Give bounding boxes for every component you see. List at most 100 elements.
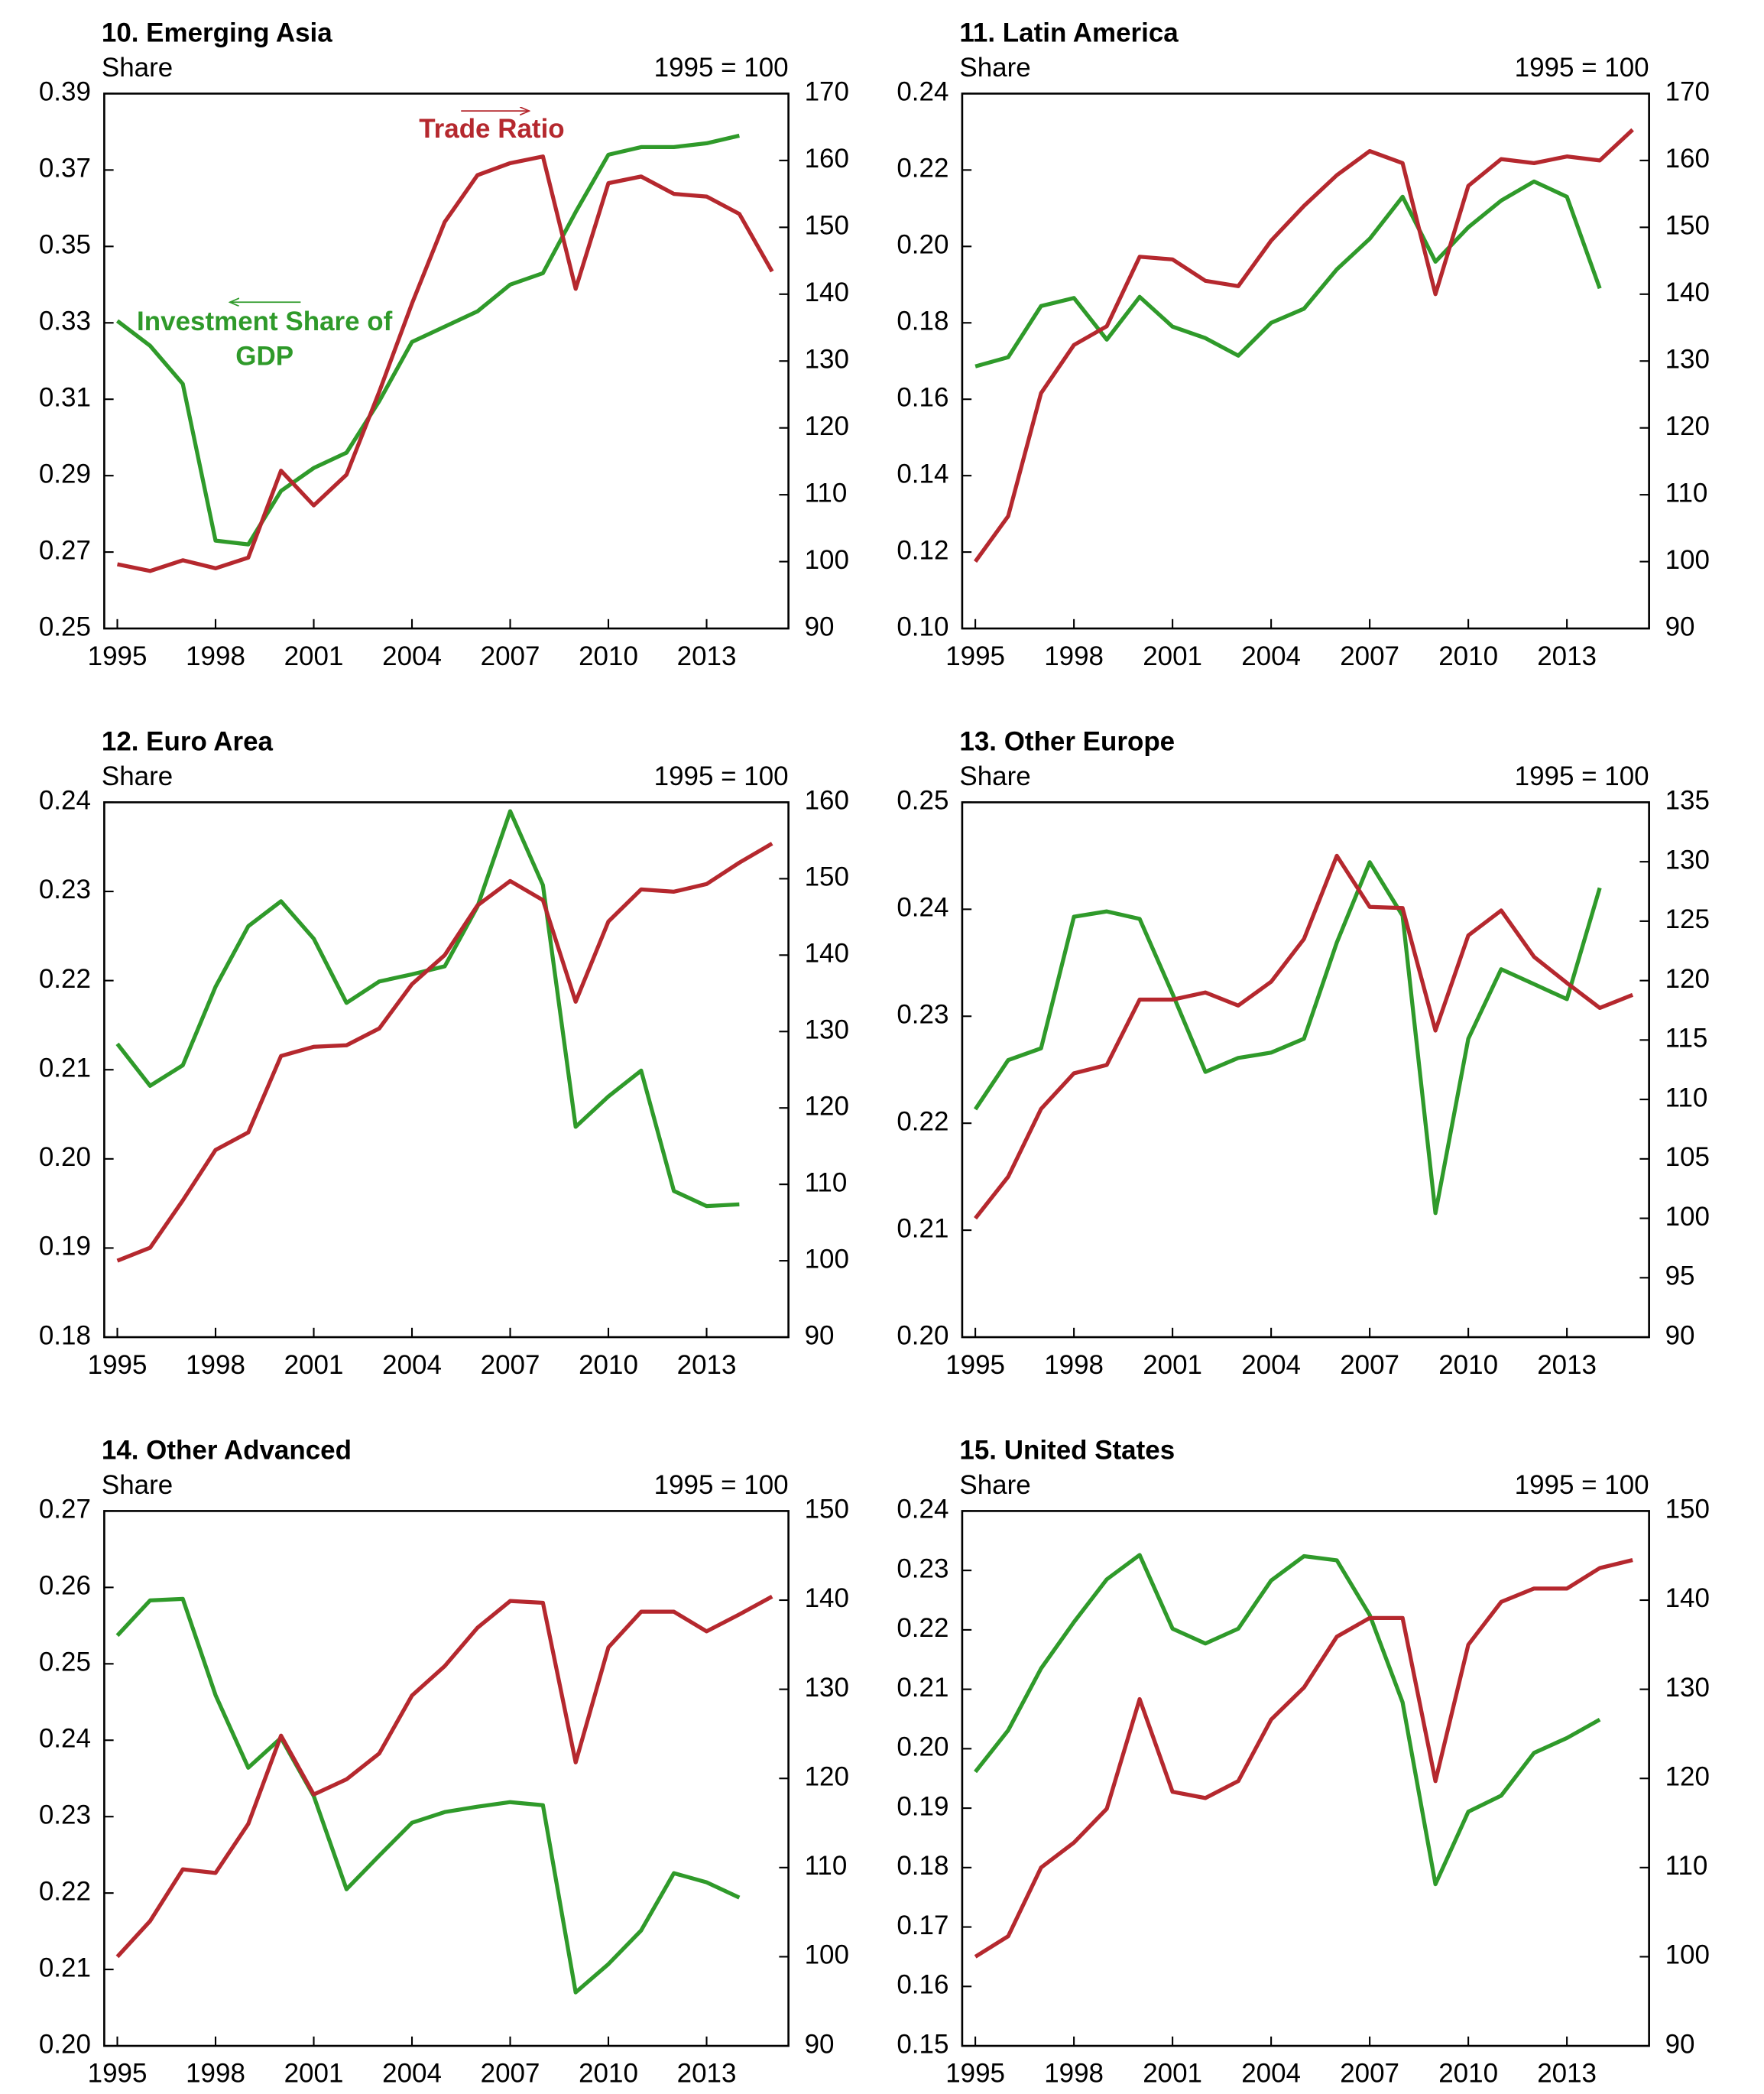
- x-tick-label: 1995: [945, 2059, 1005, 2089]
- chart-title: 13. Other Europe: [959, 727, 1175, 757]
- y2-tick-label: 160: [805, 786, 849, 816]
- y2-tick-label: 100: [1665, 545, 1710, 575]
- y-tick-label: 0.23: [897, 1553, 948, 1583]
- series-line: [974, 179, 1602, 368]
- x-tick-label: 2010: [579, 641, 638, 671]
- x-tick-label: 2013: [1537, 641, 1597, 671]
- y-tick-label: 0.23: [39, 1800, 91, 1829]
- y-axis-label: Share: [959, 761, 1030, 791]
- y-tick-label: 0.25: [897, 786, 948, 816]
- y-axis-label: Share: [102, 1470, 173, 1500]
- y-tick-label: 0.24: [39, 786, 91, 816]
- x-tick-label: 1998: [1044, 641, 1104, 671]
- y-tick-label: 0.16: [897, 382, 948, 412]
- series-line: [116, 154, 774, 573]
- y2-tick-label: 150: [1665, 1495, 1710, 1524]
- y-tick-label: 0.21: [897, 1673, 948, 1703]
- y2-tick-label: 150: [1665, 211, 1710, 241]
- x-tick-label: 2001: [284, 2059, 344, 2089]
- series-line: [115, 1595, 773, 1959]
- x-tick-label: 2013: [677, 2059, 737, 2089]
- y-tick-label: 0.33: [39, 306, 91, 336]
- x-tick-label: 2004: [1241, 2059, 1301, 2089]
- x-tick-label: 1998: [186, 641, 245, 671]
- y2-tick-label: 100: [1665, 1940, 1710, 1970]
- y2-tick-label: 130: [805, 344, 849, 374]
- y-tick-label: 0.26: [39, 1571, 91, 1601]
- series-line: [115, 133, 740, 547]
- series-line: [116, 842, 773, 1263]
- y-tick-label: 0.20: [897, 230, 948, 260]
- chart-title: 14. Other Advanced: [102, 1436, 352, 1466]
- y2-tick-label: 110: [1665, 1083, 1708, 1112]
- y2-tick-label: 110: [1665, 478, 1708, 508]
- x-tick-label: 1998: [186, 2059, 245, 2089]
- y-tick-label: 0.39: [39, 77, 91, 107]
- x-tick-label: 2007: [1340, 2059, 1399, 2089]
- plot-frame: [103, 1510, 790, 2047]
- y-tick-label: 0.20: [897, 1732, 948, 1762]
- y2-tick-label: 160: [805, 144, 849, 174]
- y2-tick-label: 130: [1665, 1673, 1710, 1703]
- annotation-box: Investment Share of GDP: [137, 307, 392, 372]
- x-tick-label: 2004: [382, 1350, 442, 1380]
- y2-tick-label: 115: [1665, 1024, 1708, 1053]
- y2-tick-label: 125: [1665, 904, 1710, 934]
- x-tick-label: 2007: [481, 1350, 540, 1380]
- y2-tick-label: 120: [805, 1761, 849, 1791]
- y2-tick-label: 130: [805, 1673, 849, 1703]
- x-tick-label: 2007: [1340, 641, 1399, 671]
- y2-tick-label: 130: [1665, 845, 1710, 875]
- y-tick-label: 0.21: [39, 1953, 91, 1982]
- y2-tick-label: 90: [805, 1320, 835, 1350]
- y2-tick-label: 130: [1665, 344, 1710, 374]
- y-tick-label: 0.21: [897, 1213, 948, 1243]
- y2-tick-label: 160: [1665, 144, 1710, 174]
- x-tick-label: 2010: [1438, 641, 1498, 671]
- y-tick-label: 0.20: [39, 1142, 91, 1172]
- x-tick-label: 2013: [677, 1350, 737, 1380]
- y-tick-label: 0.18: [897, 306, 948, 336]
- x-tick-label: 2004: [1241, 1350, 1301, 1380]
- y-tick-label: 0.23: [39, 875, 91, 904]
- y-axis-label: Share: [959, 53, 1030, 83]
- y-axis-label: Share: [102, 761, 173, 791]
- x-tick-label: 2007: [481, 2059, 540, 2089]
- y2-tick-label: 120: [1665, 1761, 1710, 1791]
- y2-tick-label: 140: [805, 1583, 849, 1613]
- y2-tick-label: 105: [1665, 1142, 1710, 1172]
- chart-title: 11. Latin America: [959, 18, 1179, 48]
- y2-tick-label: 95: [1665, 1261, 1695, 1291]
- y-tick-label: 0.10: [897, 612, 948, 641]
- x-tick-label: 2004: [382, 641, 442, 671]
- y-tick-label: 0.27: [39, 535, 91, 565]
- y2-tick-label: 140: [1665, 278, 1710, 307]
- y2-tick-label: 120: [1665, 411, 1710, 441]
- y-tick-label: 0.24: [39, 1723, 91, 1753]
- series-line: [973, 860, 1602, 1216]
- y-tick-label: 0.20: [897, 1320, 948, 1350]
- y-tick-label: 0.35: [39, 230, 91, 260]
- y-tick-label: 0.19: [897, 1791, 948, 1821]
- y2-axis-label: 1995 = 100: [654, 761, 789, 791]
- plot-frame: [961, 1510, 1650, 2047]
- annotation-box: Trade Ratio: [419, 115, 565, 144]
- x-tick-label: 2013: [677, 641, 737, 671]
- plot-frame: [103, 801, 790, 1339]
- y-tick-label: 0.24: [897, 893, 948, 923]
- y-tick-label: 0.12: [897, 535, 948, 565]
- chart-title: 15. United States: [959, 1436, 1175, 1466]
- series-line: [974, 1558, 1633, 1959]
- annotation: Trade Ratio: [419, 115, 565, 144]
- x-tick-label: 2010: [579, 1350, 638, 1380]
- y2-tick-label: 100: [1665, 1202, 1710, 1232]
- x-tick-label: 2010: [579, 2059, 638, 2089]
- x-tick-label: 2013: [1537, 2059, 1597, 2089]
- y-tick-label: 0.29: [39, 459, 91, 489]
- x-tick-label: 2001: [284, 1350, 344, 1380]
- y-tick-label: 0.21: [39, 1053, 91, 1083]
- y-axis-label: Share: [102, 53, 173, 83]
- x-tick-label: 2001: [284, 641, 344, 671]
- y-tick-label: 0.18: [897, 1851, 948, 1881]
